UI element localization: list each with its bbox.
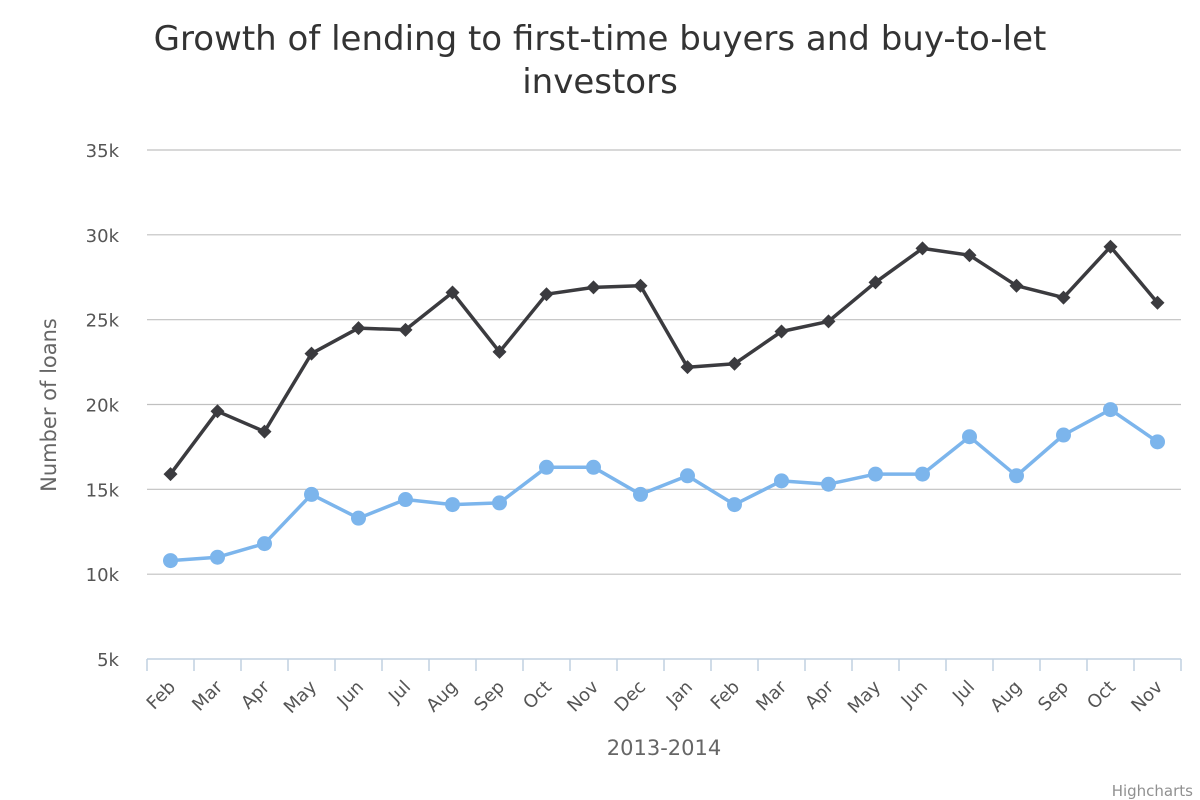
data-point-diamond[interactable] xyxy=(1103,239,1118,254)
x-tick-label: Apr xyxy=(801,676,838,713)
chart-title: Growth of lending to first-time buyers a… xyxy=(154,19,1047,102)
x-tick-label: Dec xyxy=(611,677,650,716)
series-1 xyxy=(163,402,1165,569)
y-tick-label: 25k xyxy=(86,311,120,332)
data-point-circle[interactable] xyxy=(398,492,413,508)
data-point-diamond[interactable] xyxy=(821,314,836,329)
x-tick-label: Jan xyxy=(662,677,697,712)
data-point-circle[interactable] xyxy=(351,510,366,526)
data-point-diamond[interactable] xyxy=(1056,290,1071,305)
data-point-circle[interactable] xyxy=(774,473,789,489)
y-tick-label: 30k xyxy=(86,226,120,247)
x-tick-label: Oct xyxy=(1083,677,1120,714)
y-axis-tick-labels: 5k 10k 15k 20k 25k 30k 35k xyxy=(86,141,120,671)
data-point-diamond[interactable] xyxy=(210,404,225,419)
x-tick-label: Nov xyxy=(563,676,603,716)
x-tick-label: Apr xyxy=(237,676,274,713)
data-point-diamond[interactable] xyxy=(774,324,789,339)
data-point-diamond[interactable] xyxy=(445,285,460,300)
y-tick-label: 10k xyxy=(86,565,120,586)
data-point-diamond[interactable] xyxy=(962,248,977,263)
x-tick-label: May xyxy=(844,676,885,717)
data-point-diamond[interactable] xyxy=(915,241,930,256)
data-point-diamond[interactable] xyxy=(1150,295,1165,310)
data-point-circle[interactable] xyxy=(1056,427,1071,443)
data-point-diamond[interactable] xyxy=(257,424,272,439)
data-point-circle[interactable] xyxy=(445,497,460,513)
data-point-circle[interactable] xyxy=(586,459,601,475)
data-point-circle[interactable] xyxy=(915,466,930,482)
data-point-diamond[interactable] xyxy=(868,275,883,290)
data-point-circle[interactable] xyxy=(163,553,178,569)
data-point-circle[interactable] xyxy=(633,486,648,502)
x-tick-label: Jul xyxy=(384,677,415,708)
x-tick-label: Mar xyxy=(752,676,791,715)
x-tick-label: Feb xyxy=(143,677,180,714)
data-point-diamond[interactable] xyxy=(351,321,366,336)
series-layer xyxy=(163,239,1165,569)
x-tick-label: Feb xyxy=(707,677,744,714)
x-tick-label: Aug xyxy=(422,677,462,717)
y-tick-label: 5k xyxy=(97,650,119,671)
x-tick-label: Oct xyxy=(519,677,556,714)
data-point-diamond[interactable] xyxy=(633,278,648,293)
series-line xyxy=(168,244,1160,476)
x-tick-label: Jun xyxy=(897,677,932,712)
y-tick-label: 15k xyxy=(86,480,120,501)
data-point-circle[interactable] xyxy=(821,476,836,492)
data-point-diamond[interactable] xyxy=(398,322,413,337)
x-tick-label: Jul xyxy=(948,677,979,708)
y-axis-title: Number of loans xyxy=(37,318,61,492)
data-point-circle[interactable] xyxy=(492,495,507,511)
data-point-diamond[interactable] xyxy=(586,280,601,295)
data-point-circle[interactable] xyxy=(539,459,554,475)
data-point-circle[interactable] xyxy=(1009,468,1024,484)
x-tick-label: May xyxy=(280,676,321,717)
x-tick-label: Jun xyxy=(333,677,368,712)
data-point-diamond[interactable] xyxy=(492,344,507,359)
data-point-circle[interactable] xyxy=(1150,434,1165,450)
x-tick-label: Sep xyxy=(1034,677,1073,716)
data-point-circle[interactable] xyxy=(868,466,883,482)
data-point-circle[interactable] xyxy=(210,549,225,565)
chart-title-line-1: Growth of lending to first-time buyers a… xyxy=(154,19,1047,59)
data-point-diamond[interactable] xyxy=(304,346,319,361)
data-point-circle[interactable] xyxy=(727,497,742,513)
data-point-circle[interactable] xyxy=(962,429,977,445)
data-point-diamond[interactable] xyxy=(680,360,695,375)
series-0 xyxy=(163,239,1165,482)
data-point-diamond[interactable] xyxy=(1009,278,1024,293)
data-point-circle[interactable] xyxy=(257,536,272,552)
x-tick-label: Nov xyxy=(1127,676,1167,716)
x-axis-title: 2013-2014 xyxy=(607,736,721,760)
y-gridlines xyxy=(147,149,1181,575)
data-point-diamond[interactable] xyxy=(727,356,742,371)
credits-link[interactable]: Highcharts xyxy=(1112,782,1193,800)
data-point-circle[interactable] xyxy=(1103,402,1118,418)
chart-title-line-2: investors xyxy=(522,62,678,102)
data-point-circle[interactable] xyxy=(304,486,319,502)
data-point-circle[interactable] xyxy=(680,468,695,484)
data-point-diamond[interactable] xyxy=(163,467,178,482)
x-tick-label: Aug xyxy=(986,677,1026,717)
x-axis: Feb Mar Apr May Jun Jul Aug Sep Oct Nov Dec Jan Feb M… xyxy=(143,658,1182,718)
series-line xyxy=(168,407,1160,563)
x-tick-label: Sep xyxy=(470,677,509,716)
x-tick-label: Mar xyxy=(188,676,227,715)
y-tick-label: 20k xyxy=(86,396,120,417)
data-point-diamond[interactable] xyxy=(539,287,554,302)
y-tick-label: 35k xyxy=(86,141,120,162)
